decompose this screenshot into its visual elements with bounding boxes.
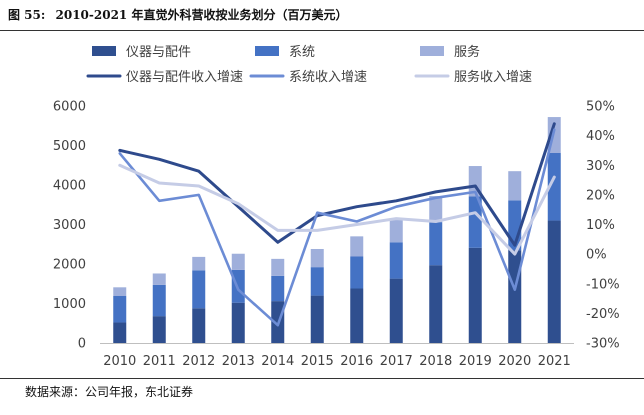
legend-swatch <box>420 46 444 56</box>
bar-services-2015 <box>310 248 324 268</box>
legend-swatch <box>92 46 116 56</box>
bar-services-2016 <box>350 236 364 257</box>
bar-services-2018 <box>429 196 443 223</box>
y-right-tick-label: -20% <box>586 307 620 322</box>
figure-title: 2010-2021 年直觉外科营收按业务划分（百万美元） <box>55 8 348 22</box>
y-left-tick-label: 2000 <box>53 258 86 273</box>
bar-instruments-2017 <box>389 278 403 343</box>
x-tick-label: 2020 <box>498 354 531 369</box>
x-tick-label: 2012 <box>182 354 215 369</box>
legend-label: 服务收入增速 <box>454 69 532 85</box>
axes: 0 1000 2000 3000 4000 5000 6000 -30% -20% -10% 0% 1… <box>53 100 620 370</box>
y-right-tick-label: -30% <box>586 337 620 352</box>
y-right-tick-label: 10% <box>586 218 615 233</box>
bars <box>113 117 561 343</box>
x-tick-label: 2010 <box>103 354 136 369</box>
bar-services-2013 <box>231 253 245 270</box>
x-tick-label: 2021 <box>538 354 571 369</box>
legend-label: 系统 <box>289 45 315 60</box>
lines <box>118 122 556 327</box>
line-instruments-growth <box>118 122 556 247</box>
title-divider <box>0 30 644 31</box>
bar-systems-2014 <box>271 275 285 302</box>
x-tick-label: 2019 <box>459 354 492 369</box>
bar-systems-2016 <box>350 256 364 289</box>
x-tick-label: 2016 <box>340 354 373 369</box>
y-right-tick-label: 30% <box>586 159 615 174</box>
bar-instruments-2018 <box>429 265 443 343</box>
y-right-tick-label: 0% <box>586 248 607 263</box>
bar-instruments-2021 <box>547 220 561 343</box>
bar-instruments-2016 <box>350 288 364 343</box>
bar-systems-2018 <box>429 222 443 266</box>
bar-services-2012 <box>192 256 206 271</box>
bar-services-2020 <box>508 171 522 201</box>
bar-instruments-2011 <box>152 316 166 343</box>
bar-systems-2021 <box>547 153 561 221</box>
figure-title-row: 图 55: 2010-2021 年直觉外科营收按业务划分（百万美元） <box>8 6 353 23</box>
legend-label: 仪器与配件 <box>126 45 191 60</box>
legend-label: 系统收入增速 <box>289 70 367 85</box>
bar-services-2011 <box>152 273 166 285</box>
y-right-tick-label: 40% <box>586 129 615 144</box>
y-left-tick-label: 5000 <box>53 139 86 154</box>
line-systems-growth <box>118 128 556 327</box>
bar-instruments-2013 <box>231 302 245 343</box>
bar-systems-2017 <box>389 242 403 279</box>
bar-services-2017 <box>389 219 403 243</box>
y-left-tick-label: 3000 <box>53 218 86 233</box>
bar-instruments-2020 <box>508 250 522 343</box>
y-left-tick-label: 1000 <box>53 297 86 312</box>
x-tick-label: 2014 <box>261 354 294 369</box>
legend-label: 仪器与配件收入增速 <box>126 70 243 85</box>
bar-systems-2019 <box>468 196 482 248</box>
bar-instruments-2015 <box>310 295 324 343</box>
bar-services-2014 <box>271 258 285 276</box>
figure-label: 图 55: <box>8 8 46 22</box>
bar-instruments-2010 <box>113 322 127 343</box>
source-divider <box>0 378 644 379</box>
x-tick-label: 2015 <box>301 354 334 369</box>
x-tick-label: 2017 <box>380 354 413 369</box>
y-right-tick-label: 50% <box>586 100 615 115</box>
y-right-tick-label: -10% <box>586 277 620 292</box>
y-left-tick-label: 6000 <box>53 100 86 115</box>
bar-services-2010 <box>113 287 127 296</box>
legend-swatch <box>255 46 279 56</box>
x-tick-label: 2011 <box>143 354 176 369</box>
y-left-tick-label: 4000 <box>53 179 86 194</box>
y-left-tick-label: 0 <box>78 337 86 352</box>
x-tick-label: 2018 <box>419 354 452 369</box>
bar-systems-2010 <box>113 295 127 323</box>
bar-systems-2015 <box>310 267 324 296</box>
source-note: 数据来源：公司年报，东北证券 <box>25 385 194 399</box>
bar-instruments-2012 <box>192 308 206 343</box>
line-services-growth <box>118 163 556 256</box>
x-tick-label: 2013 <box>222 354 255 369</box>
bar-systems-2011 <box>152 284 166 317</box>
legend-label: 服务 <box>454 44 480 60</box>
y-right-tick-label: 20% <box>586 188 615 203</box>
bar-systems-2012 <box>192 270 206 309</box>
bar-instruments-2019 <box>468 247 482 343</box>
